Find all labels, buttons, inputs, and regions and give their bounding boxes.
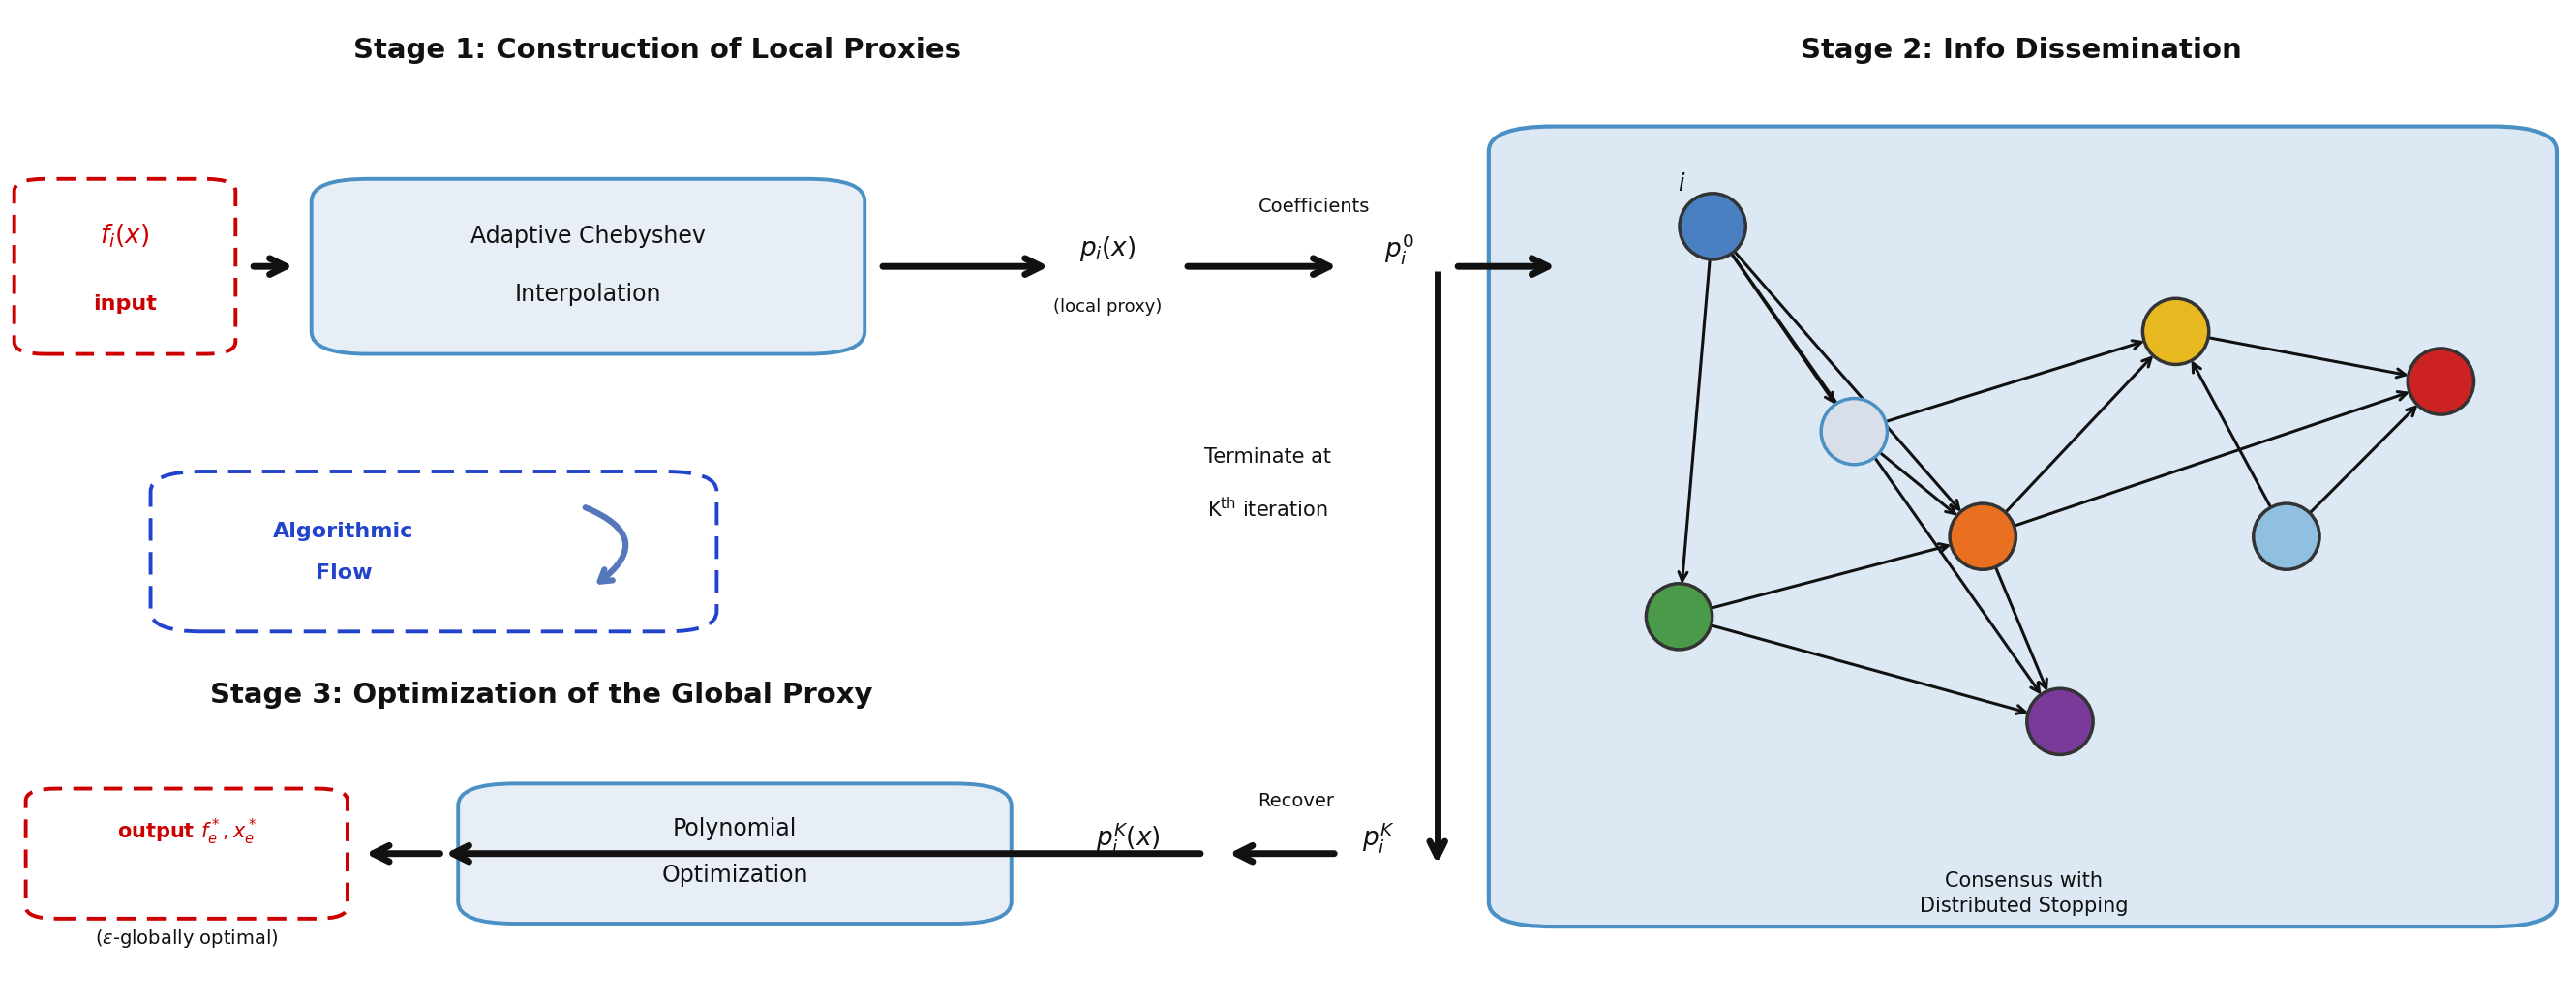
Text: input: input (93, 295, 157, 314)
Text: $i$: $i$ (1677, 173, 1685, 196)
FancyBboxPatch shape (15, 179, 234, 354)
Text: Flow: Flow (314, 564, 371, 583)
Ellipse shape (2254, 504, 2318, 570)
Text: $p_i(x)$: $p_i(x)$ (1079, 234, 1136, 263)
Text: Polynomial: Polynomial (672, 817, 796, 841)
Text: Terminate at: Terminate at (1203, 446, 1332, 466)
Ellipse shape (2143, 299, 2208, 364)
Text: Consensus with
Distributed Stopping: Consensus with Distributed Stopping (1919, 872, 2128, 916)
Text: K$^{\rm th}$ iteration: K$^{\rm th}$ iteration (1208, 496, 1327, 521)
Text: $f_i(x)$: $f_i(x)$ (100, 223, 149, 250)
Ellipse shape (1646, 584, 1713, 650)
Text: Coefficients: Coefficients (1257, 198, 1370, 216)
Text: Interpolation: Interpolation (515, 283, 662, 306)
Text: Algorithmic: Algorithmic (273, 522, 415, 542)
Text: $p_i^K$: $p_i^K$ (1363, 820, 1394, 855)
Ellipse shape (1821, 398, 1888, 464)
Text: ($\varepsilon$-globally optimal): ($\varepsilon$-globally optimal) (95, 928, 278, 950)
Text: output $f_e^*,x_e^*$: output $f_e^*,x_e^*$ (116, 816, 258, 847)
FancyBboxPatch shape (459, 783, 1012, 924)
FancyBboxPatch shape (26, 788, 348, 919)
Text: $p_i^0$: $p_i^0$ (1383, 231, 1414, 266)
Text: Stage 3: Optimization of the Global Proxy: Stage 3: Optimization of the Global Prox… (211, 682, 873, 709)
Ellipse shape (1950, 504, 2017, 570)
FancyBboxPatch shape (1489, 126, 2555, 927)
Text: $p_i^K(x)$: $p_i^K(x)$ (1097, 820, 1162, 855)
Ellipse shape (1680, 194, 1747, 260)
Text: (local proxy): (local proxy) (1054, 298, 1162, 315)
Ellipse shape (2027, 688, 2094, 754)
FancyBboxPatch shape (312, 179, 866, 354)
Text: Stage 2: Info Dissemination: Stage 2: Info Dissemination (1801, 36, 2241, 63)
Text: Adaptive Chebyshev: Adaptive Chebyshev (471, 225, 706, 248)
Text: Stage 1: Construction of Local Proxies: Stage 1: Construction of Local Proxies (353, 36, 961, 63)
Text: Optimization: Optimization (662, 864, 809, 888)
FancyBboxPatch shape (149, 471, 716, 632)
Ellipse shape (2409, 348, 2473, 414)
FancyArrowPatch shape (585, 508, 626, 582)
Text: Recover: Recover (1257, 792, 1334, 810)
